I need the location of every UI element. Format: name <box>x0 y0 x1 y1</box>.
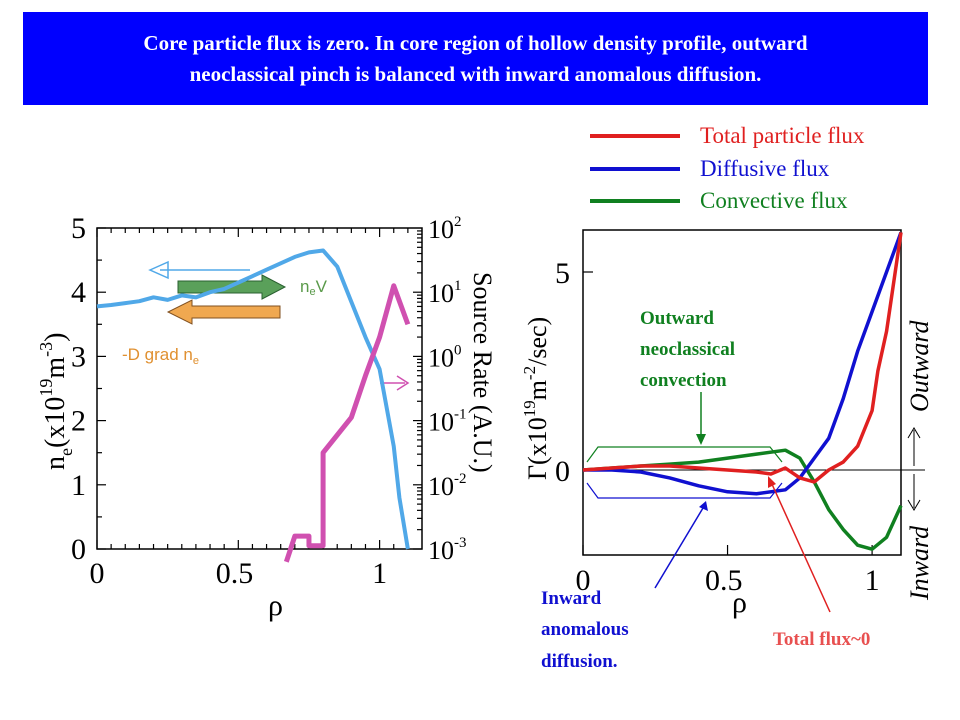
right-ytick-label: 5 <box>555 257 570 290</box>
left-chart: 0 1 2 3 4 5 0 0.5 1 10-3 10-2 10-1 100 101 102 neV -D … <box>36 212 497 622</box>
inward-annotation-line3: diffusion. <box>541 651 618 672</box>
dgrad-arrow <box>166 299 281 325</box>
left-ticks: 0 1 2 3 4 5 0 0.5 1 10-3 10-2 10-1 100 101 102 <box>71 212 467 590</box>
diffusive-flux-line <box>583 231 903 496</box>
left-plot-frame <box>96 227 423 550</box>
banner-line-2: neoclassical pinch is balanced with inwa… <box>189 62 762 86</box>
left-xlabel: ρ <box>268 589 283 622</box>
density-arrow-head <box>148 260 169 280</box>
left-ytick-label: 3 <box>71 340 86 373</box>
left-ylabel: ne(x1019m-3) <box>36 333 76 470</box>
outward-annotation-line1: Outward <box>640 308 714 329</box>
inward-pointer-head <box>699 501 708 511</box>
right-xlabel: ρ <box>732 586 747 619</box>
right-xtick-label: 0 <box>576 564 591 597</box>
left-series <box>96 248 411 563</box>
right-ytick-label: 10-2 <box>428 471 467 501</box>
nev-annotation: neV <box>300 277 328 298</box>
left-xtick-label: 0.5 <box>216 557 254 590</box>
legend: Total particle flux Diffusive flux Conve… <box>590 123 865 213</box>
total-flux-line <box>582 232 903 484</box>
right-ytick-label: 102 <box>428 214 462 244</box>
legend-label-total: Total particle flux <box>700 123 865 148</box>
right-ytick-label: 101 <box>428 278 462 308</box>
side-label-outward: Outward <box>905 320 934 412</box>
right-ytick-label: 10-3 <box>428 535 467 565</box>
right-series <box>582 231 903 551</box>
banner-line-1: Core particle flux is zero. In core regi… <box>143 31 808 55</box>
outward-pointer-head <box>696 434 706 445</box>
convective-bracket <box>586 446 783 463</box>
right-ylabel: Source Rate (A.U.) <box>468 272 497 473</box>
diffusive-bracket <box>586 482 783 499</box>
right-chart: 0 5 0 0.5 1 Outward Inward Outward neoclassi… <box>520 229 934 672</box>
left-xtick-label: 0 <box>90 557 105 590</box>
density-profile-line <box>96 248 410 550</box>
outward-annotation-line2: neoclassical <box>640 339 735 360</box>
right-ytick-label: 10-1 <box>428 407 467 437</box>
left-ytick-label: 1 <box>71 469 86 502</box>
legend-label-diffusive: Diffusive flux <box>700 156 830 181</box>
left-ytick-label: 0 <box>71 533 86 566</box>
left-xtick-label: 1 <box>372 557 387 590</box>
total-pointer-head <box>768 476 776 488</box>
left-ytick-label: 4 <box>71 276 86 309</box>
right-plot-frame <box>582 229 902 556</box>
left-ytick-label: 5 <box>71 212 86 245</box>
right-ytick-label: 0 <box>555 455 570 488</box>
right-xtick-label: 1 <box>865 564 880 597</box>
side-label-inward: Inward <box>905 525 934 601</box>
source-rate-line <box>283 283 411 563</box>
total-annotation: Total flux~0 <box>773 629 870 650</box>
outward-arrow-head <box>907 427 921 439</box>
inward-annotation-line2: anomalous <box>541 619 629 640</box>
right-xtick-label: 0.5 <box>705 564 743 597</box>
inward-pointer <box>654 507 704 589</box>
title-banner: Core particle flux is zero. In core regi… <box>23 12 928 105</box>
outward-annotation-line3: convection <box>640 370 727 391</box>
source-arrow-head <box>396 375 410 391</box>
dgrad-annotation: -D grad ne <box>122 345 199 367</box>
right-ticks: 0 5 0 0.5 1 <box>555 257 880 597</box>
inward-arrow-head <box>907 499 921 511</box>
inward-annotation-line1: Inward <box>541 588 602 609</box>
left-ytick-label: 2 <box>71 405 86 438</box>
right-ytick-label: 100 <box>428 342 462 372</box>
flux-ylabel: Γ(x1019m-2/sec) <box>520 317 552 480</box>
total-pointer <box>770 481 831 613</box>
legend-label-convective: Convective flux <box>700 188 848 213</box>
